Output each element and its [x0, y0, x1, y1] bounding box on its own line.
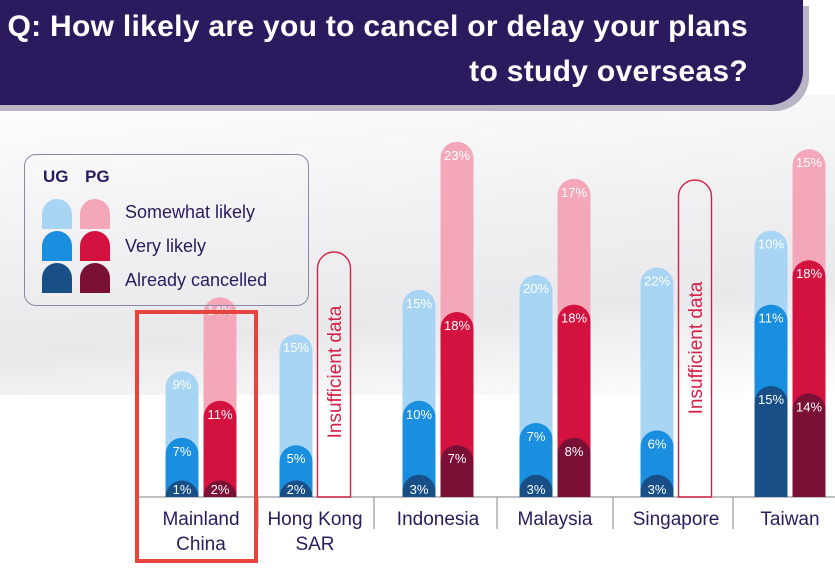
bar-ug-taiwan-already-cancelled — [754, 386, 788, 497]
category-label-hong-kong-sar-line-2: SAR — [295, 534, 334, 555]
question-header: Q: How likely are you to cancel or delay… — [0, 0, 803, 105]
bar-ug-malaysia-already-cancelled — [519, 474, 553, 497]
value-label-ug-malaysia-somewhat-likely: 20% — [523, 281, 549, 296]
legend-label-very: Very likely — [125, 236, 207, 256]
value-label-pg-malaysia-very-likely: 18% — [561, 311, 587, 326]
value-label-pg-mainland-china-already-cancelled: 2% — [211, 482, 230, 497]
legend-label-cancelled: Already cancelled — [125, 270, 268, 290]
value-label-ug-singapore-very-likely: 6% — [648, 436, 667, 451]
value-label-ug-indonesia-somewhat-likely: 15% — [406, 296, 432, 311]
value-label-pg-mainland-china-very-likely: 11% — [207, 407, 232, 422]
value-label-ug-malaysia-very-likely: 7% — [527, 429, 546, 444]
value-label-ug-mainland-china-very-likely: 7% — [173, 444, 192, 459]
legend-pg-header: PG — [85, 167, 110, 186]
category-label-mainland-china-line-1: Mainland — [162, 509, 239, 530]
legend-swatch-ug-cancelled — [42, 263, 72, 293]
value-label-pg-malaysia-somewhat-likely: 17% — [561, 185, 587, 200]
category-label-malaysia: Malaysia — [518, 509, 593, 530]
bar-pg-malaysia-already-cancelled — [557, 437, 591, 497]
bar-pg-indonesia-already-cancelled — [440, 445, 474, 497]
value-label-ug-mainland-china-already-cancelled: 1% — [173, 482, 192, 497]
category-label-taiwan: Taiwan — [760, 509, 819, 530]
bar-pg-mainland-china-already-cancelled — [203, 480, 237, 497]
question-title: Q: How likely are you to cancel or delay… — [7, 10, 748, 88]
legend-label-somewhat: Somewhat likely — [125, 202, 256, 222]
bar-ug-hong-kong-sar-already-cancelled — [279, 480, 313, 497]
insufficient-data-label-hong-kong-sar: Insufficient data — [325, 305, 346, 438]
insufficient-data-label-singapore: Insufficient data — [686, 281, 707, 414]
bar-ug-singapore-already-cancelled — [640, 474, 674, 497]
bar-ug-mainland-china-already-cancelled — [165, 480, 199, 497]
insufficient-pill-hong-kong-sar — [316, 251, 352, 498]
category-label-singapore: Singapore — [633, 509, 720, 530]
value-label-ug-malaysia-already-cancelled: 3% — [527, 482, 546, 497]
value-label-ug-singapore-already-cancelled: 3% — [648, 482, 667, 497]
value-label-pg-malaysia-already-cancelled: 8% — [565, 444, 584, 459]
bar-pg-mainland-china-very-likely — [203, 400, 237, 497]
value-label-ug-hong-kong-sar-somewhat-likely: 15% — [283, 340, 309, 355]
value-label-ug-indonesia-very-likely: 10% — [406, 407, 432, 422]
value-label-pg-taiwan-somewhat-likely: 15% — [796, 155, 822, 170]
value-label-pg-indonesia-very-likely: 18% — [444, 318, 470, 333]
bar-ug-indonesia-already-cancelled — [402, 474, 436, 497]
value-label-ug-taiwan-already-cancelled: 15% — [758, 392, 784, 407]
category-label-hong-kong-sar-line-1: Hong Kong — [267, 509, 362, 530]
value-label-ug-indonesia-already-cancelled: 3% — [410, 482, 429, 497]
value-label-pg-indonesia-already-cancelled: 7% — [448, 451, 467, 466]
legend-ug-header: UG — [43, 167, 69, 186]
value-label-pg-indonesia-somewhat-likely: 23% — [444, 148, 470, 163]
bar-ug-indonesia-very-likely — [402, 400, 436, 497]
legend-swatch-pg-cancelled — [80, 263, 110, 293]
value-label-ug-mainland-china-somewhat-likely: 9% — [173, 377, 192, 392]
highlight-box — [135, 310, 258, 563]
category-label-indonesia: Indonesia — [397, 509, 480, 530]
legend-swatch-ug-very — [42, 231, 72, 261]
value-label-ug-taiwan-somewhat-likely: 10% — [758, 237, 784, 252]
insufficient-pill-singapore — [677, 179, 713, 498]
bar-pg-taiwan-already-cancelled — [792, 393, 826, 497]
value-label-pg-taiwan-already-cancelled: 14% — [796, 399, 822, 414]
value-label-ug-hong-kong-sar-very-likely: 5% — [287, 451, 306, 466]
legend-swatch-ug-somewhat — [42, 199, 72, 229]
bar-ug-mainland-china-very-likely — [165, 437, 199, 497]
legend-swatch-pg-very — [80, 231, 110, 261]
value-label-ug-taiwan-very-likely: 11% — [758, 311, 783, 326]
value-label-ug-singapore-somewhat-likely: 22% — [644, 274, 670, 289]
value-label-ug-hong-kong-sar-already-cancelled: 2% — [287, 482, 306, 497]
legend-swatch-pg-somewhat — [80, 199, 110, 229]
category-label-mainland-china-line-2: China — [176, 534, 226, 555]
value-label-pg-taiwan-very-likely: 18% — [796, 266, 822, 281]
legend: UG PG Somewhat likely Very likely Alread… — [24, 154, 309, 306]
